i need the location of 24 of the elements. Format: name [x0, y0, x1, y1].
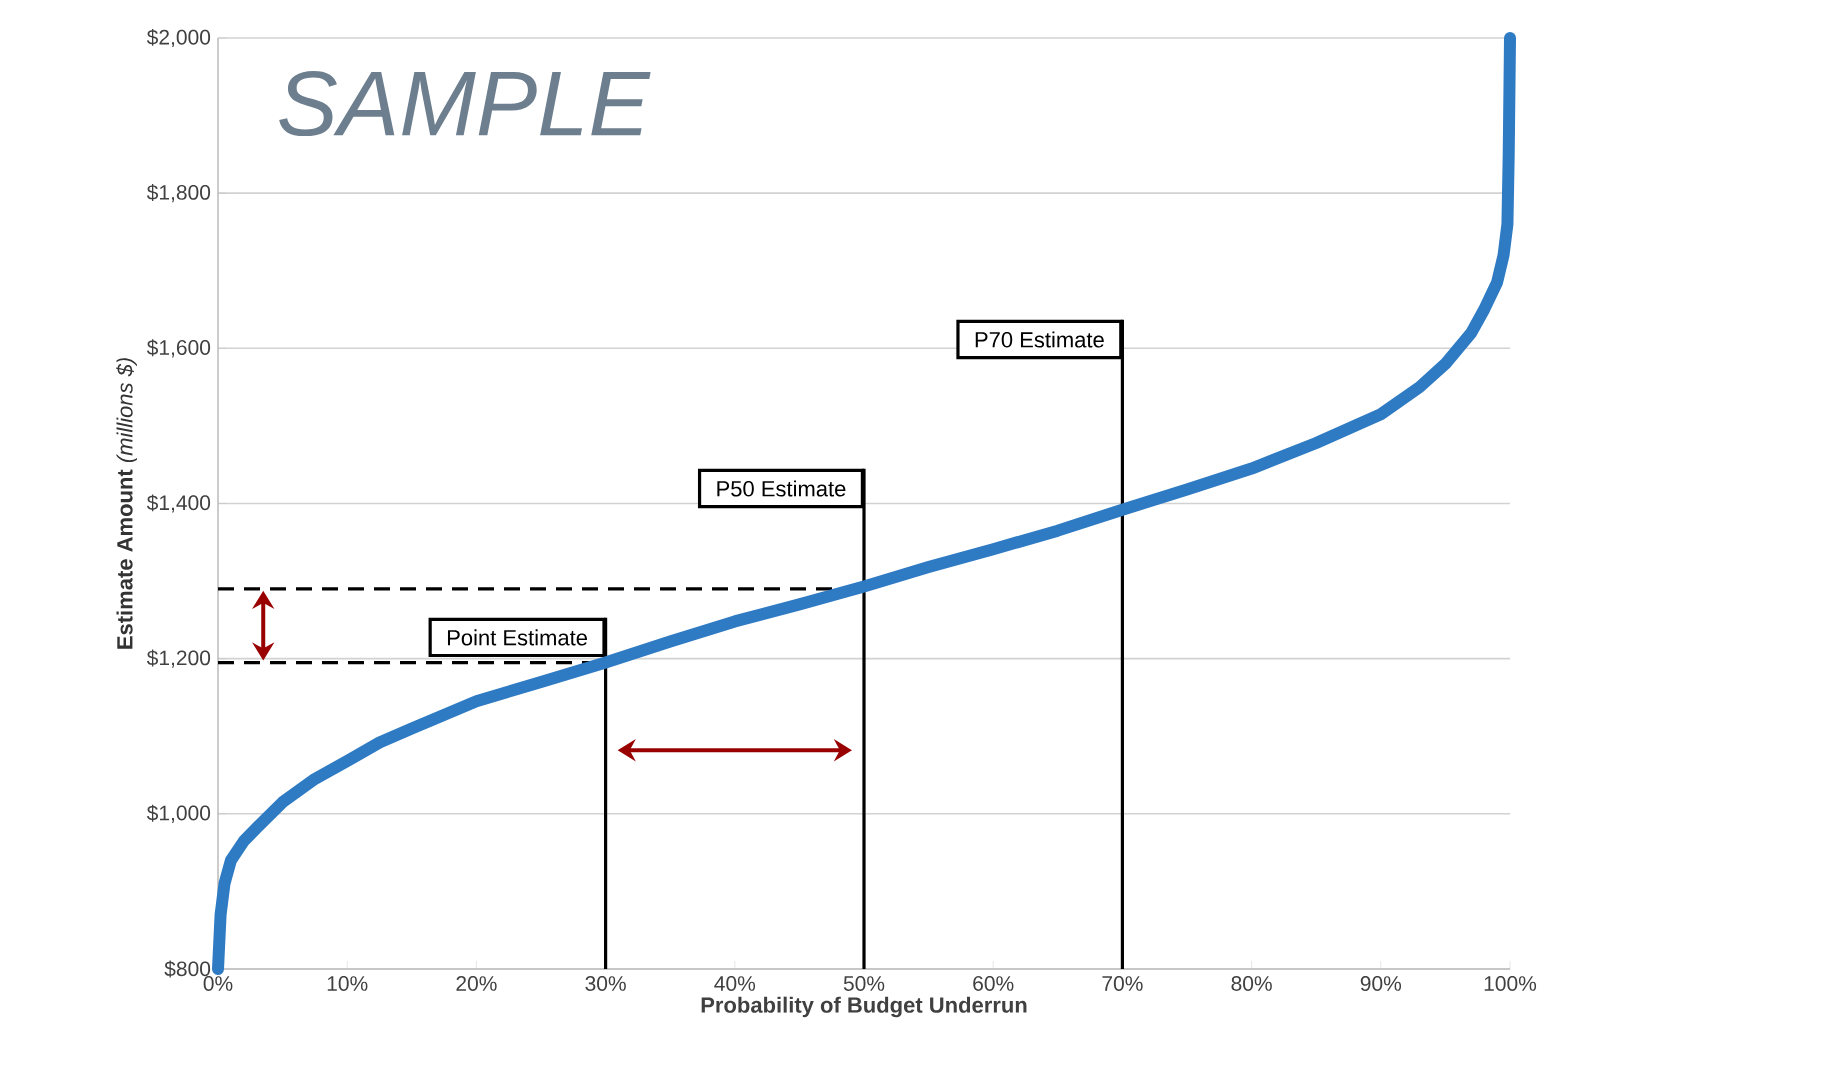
ref-line-label: P70 Estimate — [975, 331, 1104, 348]
annotation: SAMPLE — [279, 70, 651, 137]
x-tick-label: 70% — [1102, 976, 1143, 991]
y-tick-label: $2,000 — [146, 28, 211, 48]
x-tick-label: 90% — [1360, 976, 1402, 991]
ref-line-label: P50 Estimate — [717, 480, 846, 497]
x-tick-label: 50% — [843, 976, 885, 991]
x-tick-label: 60% — [973, 976, 1014, 991]
ref-line-label: Point Estimate — [447, 629, 587, 646]
y-tick-label: $1,200 — [146, 649, 211, 668]
y-tick-label: $1,000 — [146, 804, 211, 823]
x-axis-title: Probability of Budget Underrun — [701, 996, 1027, 1018]
y-tick-label: $800 — [164, 960, 211, 978]
x-tick-label: 10% — [327, 976, 368, 991]
y-tick-label: $1,400 — [146, 494, 211, 513]
y-tick-label: $1,800 — [146, 184, 211, 203]
x-tick-label: 0% — [203, 976, 233, 991]
x-tick-label: 20% — [456, 976, 497, 991]
x-tick-label: 100% — [1484, 976, 1537, 991]
y-axis-title: Estimate Amount (millions $) — [116, 358, 137, 649]
x-tick-label: 40% — [714, 976, 756, 991]
x-tick-label: 30% — [585, 976, 626, 991]
x-tick-label: 80% — [1231, 976, 1272, 991]
y-tick-label: $1,600 — [146, 339, 211, 358]
